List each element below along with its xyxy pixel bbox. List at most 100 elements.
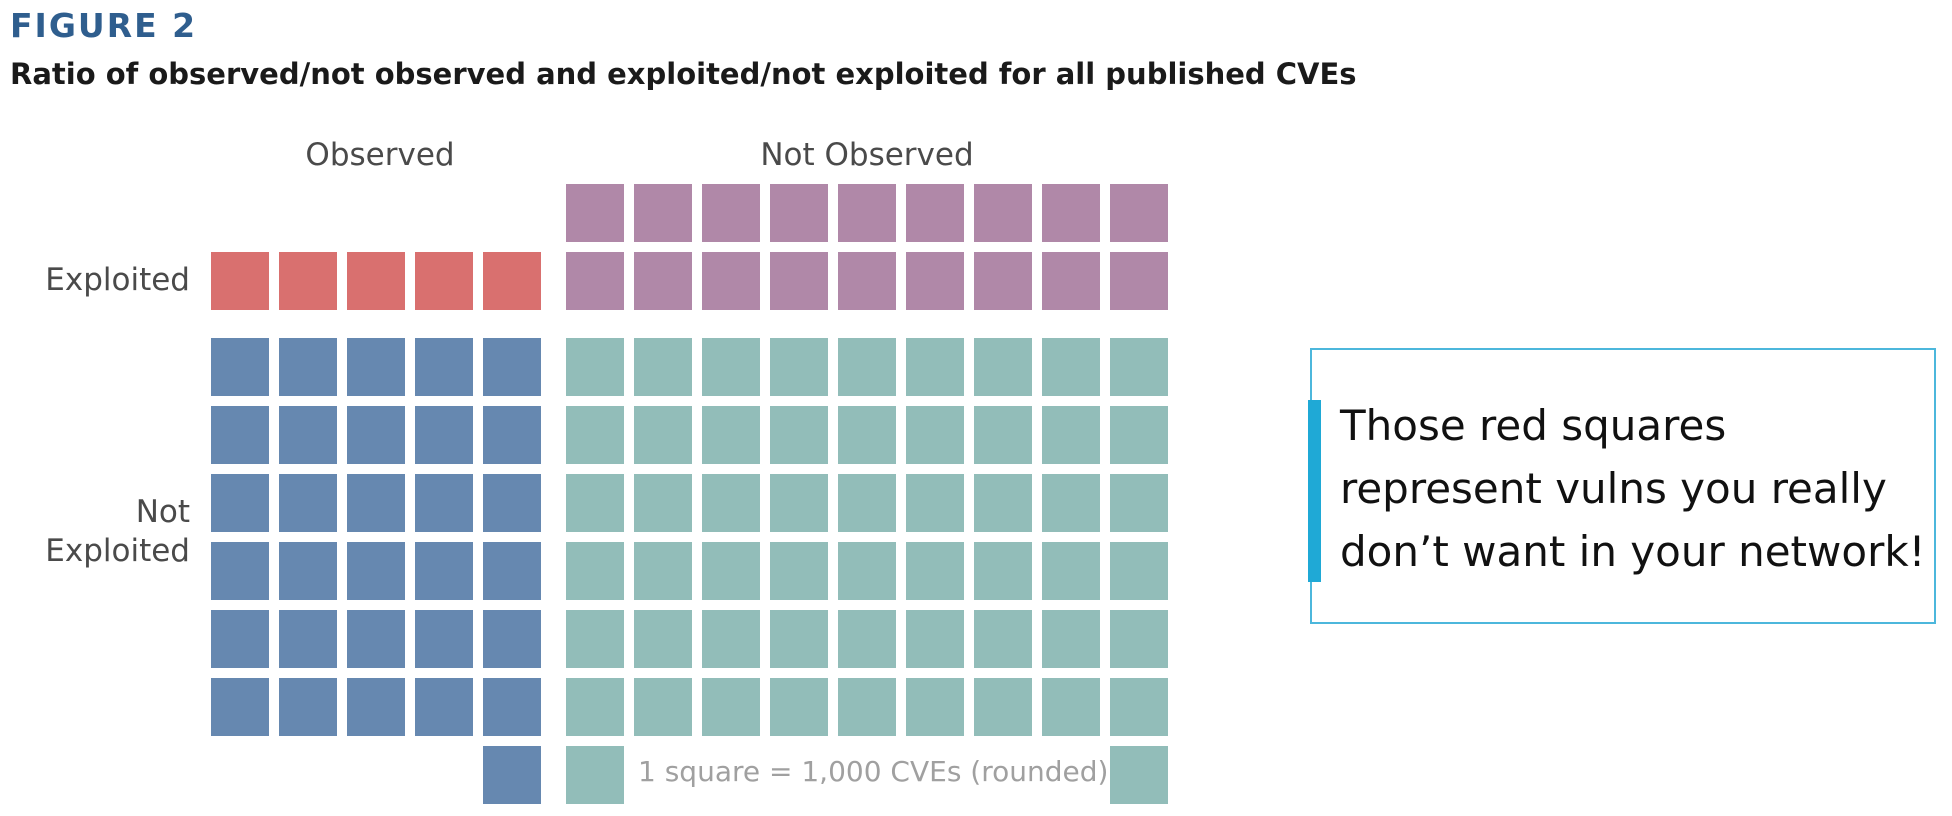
observed-not-exploited-square-14 — [415, 474, 473, 532]
not-observed-not-exploited-square-12 — [702, 406, 760, 464]
not-observed-not-exploited-square-42 — [906, 610, 964, 668]
callout-box: Those red squares represent vulns you re… — [1308, 348, 1936, 624]
not-observed-not-exploited-square-48 — [702, 678, 760, 736]
not-observed-exploited-square-1 — [566, 252, 624, 310]
not-observed-exploited-square-3 — [702, 252, 760, 310]
row-label-exploited: Exploited — [45, 262, 190, 298]
observed-not-exploited-square-28 — [347, 678, 405, 736]
observed-not-exploited-square-31 — [483, 746, 541, 804]
row-label-not-exploited-line-2: Exploited — [45, 533, 190, 569]
not-observed-not-exploited-square-18 — [1110, 406, 1168, 464]
not-observed-not-exploited-square-31 — [770, 542, 828, 600]
not-observed-not-exploited-square-49 — [770, 678, 828, 736]
not-observed-not-exploited-square-7 — [974, 338, 1032, 396]
column-label-observed: Observed — [305, 137, 454, 173]
observed-not-exploited-square-13 — [347, 474, 405, 532]
observed-not-exploited-square-19 — [415, 542, 473, 600]
not-observed-not-exploited-square-37 — [566, 610, 624, 668]
legend-swatch — [566, 746, 624, 804]
not-observed-not-exploited-square-2 — [634, 338, 692, 396]
observed-exploited-square-2 — [279, 252, 337, 310]
not-observed-not-exploited-square-1 — [566, 338, 624, 396]
observed-not-exploited-square-12 — [279, 474, 337, 532]
not-observed-exploited-square-15 — [906, 184, 964, 242]
observed-not-exploited-square-22 — [279, 610, 337, 668]
observed-not-exploited-square-11 — [211, 474, 269, 532]
not-observed-not-exploited-square-36 — [1110, 542, 1168, 600]
not-observed-not-exploited-square-17 — [1042, 406, 1100, 464]
not-observed-exploited-square-6 — [906, 252, 964, 310]
not-observed-exploited-square-7 — [974, 252, 1032, 310]
waffle-chart: Observed Not ObservedExploitedNotExploite… — [45, 137, 1168, 804]
observed-not-exploited-square-6 — [211, 406, 269, 464]
not-observed-not-exploited-square-55 — [1110, 746, 1168, 804]
not-observed-not-exploited-square-46 — [566, 678, 624, 736]
not-observed-not-exploited-square-11 — [634, 406, 692, 464]
observed-not-exploited-square-4 — [415, 338, 473, 396]
not-observed-not-exploited-square-51 — [906, 678, 964, 736]
not-observed-exploited-square-2 — [634, 252, 692, 310]
not-observed-not-exploited-square-6 — [906, 338, 964, 396]
observed-not-exploited-square-18 — [347, 542, 405, 600]
not-observed-not-exploited-square-22 — [770, 474, 828, 532]
callout-accent-bar — [1308, 400, 1321, 582]
not-observed-not-exploited-square-34 — [974, 542, 1032, 600]
observed-not-exploited-square-26 — [211, 678, 269, 736]
observed-exploited-square-5 — [483, 252, 541, 310]
observed-not-exploited-square-10 — [483, 406, 541, 464]
not-observed-not-exploited-square-15 — [906, 406, 964, 464]
observed-exploited-square-1 — [211, 252, 269, 310]
not-observed-not-exploited-square-10 — [566, 406, 624, 464]
observed-not-exploited-square-27 — [279, 678, 337, 736]
not-observed-not-exploited-square-44 — [1042, 610, 1100, 668]
not-observed-not-exploited-square-20 — [634, 474, 692, 532]
not-observed-not-exploited-square-26 — [1042, 474, 1100, 532]
not-observed-exploited-square-11 — [634, 184, 692, 242]
not-observed-not-exploited-square-39 — [702, 610, 760, 668]
not-observed-exploited-square-9 — [1110, 252, 1168, 310]
observed-not-exploited-square-25 — [483, 610, 541, 668]
not-observed-not-exploited-square-27 — [1110, 474, 1168, 532]
not-observed-not-exploited-square-21 — [702, 474, 760, 532]
observed-not-exploited-square-20 — [483, 542, 541, 600]
not-observed-not-exploited-square-25 — [974, 474, 1032, 532]
observed-exploited-square-3 — [347, 252, 405, 310]
not-observed-not-exploited-square-47 — [634, 678, 692, 736]
not-observed-not-exploited-square-52 — [974, 678, 1032, 736]
observed-not-exploited-square-29 — [415, 678, 473, 736]
column-label-not-observed: Not Observed — [760, 137, 973, 173]
row-label-not-exploited-line-1: Not — [136, 494, 190, 530]
not-observed-not-exploited-square-9 — [1110, 338, 1168, 396]
not-observed-not-exploited-square-4 — [770, 338, 828, 396]
observed-not-exploited-square-23 — [347, 610, 405, 668]
not-observed-not-exploited-square-16 — [974, 406, 1032, 464]
observed-not-exploited-square-7 — [279, 406, 337, 464]
observed-not-exploited-square-9 — [415, 406, 473, 464]
not-observed-exploited-square-13 — [770, 184, 828, 242]
observed-not-exploited-square-30 — [483, 678, 541, 736]
observed-exploited-square-4 — [415, 252, 473, 310]
observed-not-exploited-square-17 — [279, 542, 337, 600]
legend-unit-label: 1 square = 1,000 CVEs (rounded) — [638, 755, 1108, 788]
not-observed-not-exploited-square-3 — [702, 338, 760, 396]
not-observed-not-exploited-square-53 — [1042, 678, 1100, 736]
not-observed-exploited-square-8 — [1042, 252, 1100, 310]
observed-not-exploited-square-3 — [347, 338, 405, 396]
not-observed-not-exploited-square-43 — [974, 610, 1032, 668]
not-observed-not-exploited-square-40 — [770, 610, 828, 668]
observed-not-exploited-square-1 — [211, 338, 269, 396]
not-observed-exploited-square-14 — [838, 184, 896, 242]
not-observed-not-exploited-square-14 — [838, 406, 896, 464]
not-observed-not-exploited-square-38 — [634, 610, 692, 668]
observed-not-exploited-square-16 — [211, 542, 269, 600]
not-observed-exploited-square-5 — [838, 252, 896, 310]
not-observed-not-exploited-square-33 — [906, 542, 964, 600]
not-observed-not-exploited-square-35 — [1042, 542, 1100, 600]
not-observed-not-exploited-square-19 — [566, 474, 624, 532]
not-observed-not-exploited-square-50 — [838, 678, 896, 736]
not-observed-not-exploited-square-29 — [634, 542, 692, 600]
observed-not-exploited-square-24 — [415, 610, 473, 668]
not-observed-exploited-square-16 — [974, 184, 1032, 242]
not-observed-not-exploited-square-28 — [566, 542, 624, 600]
not-observed-not-exploited-square-32 — [838, 542, 896, 600]
